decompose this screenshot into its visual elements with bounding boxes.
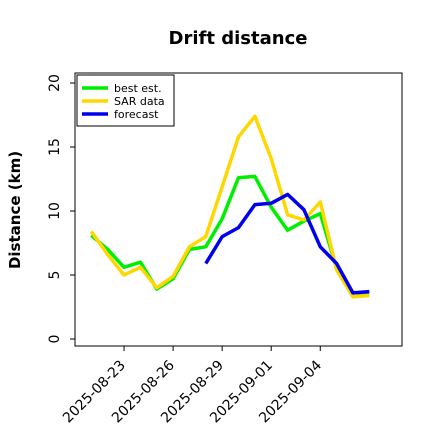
legend-label: forecast <box>114 108 159 121</box>
y-tick-label: 20 <box>47 74 63 92</box>
series-layer <box>89 114 370 299</box>
x-axis: 2025-08-232025-08-262025-08-292025-09-01… <box>60 346 325 426</box>
y-tick-label: 0 <box>47 335 63 344</box>
y-axis: 0 5 10 15 20 <box>47 74 75 343</box>
plot-frame <box>74 72 403 347</box>
y-tick-label: 10 <box>47 202 63 220</box>
y-tick-label: 5 <box>47 271 63 280</box>
y-axis-title: Distance (km) <box>6 151 24 269</box>
legend-label: SAR data <box>114 95 165 108</box>
chart-title: Drift distance <box>169 28 308 49</box>
y-tick-label: 15 <box>47 138 63 156</box>
series-line-best-est <box>90 174 370 295</box>
series-line-forecast <box>204 192 370 295</box>
legend-label: best est. <box>114 82 162 95</box>
series-line-sar-data <box>89 114 370 299</box>
